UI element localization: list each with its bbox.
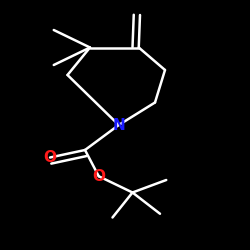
Text: O: O <box>92 169 105 184</box>
Text: O: O <box>44 150 57 165</box>
Text: N: N <box>112 118 125 132</box>
